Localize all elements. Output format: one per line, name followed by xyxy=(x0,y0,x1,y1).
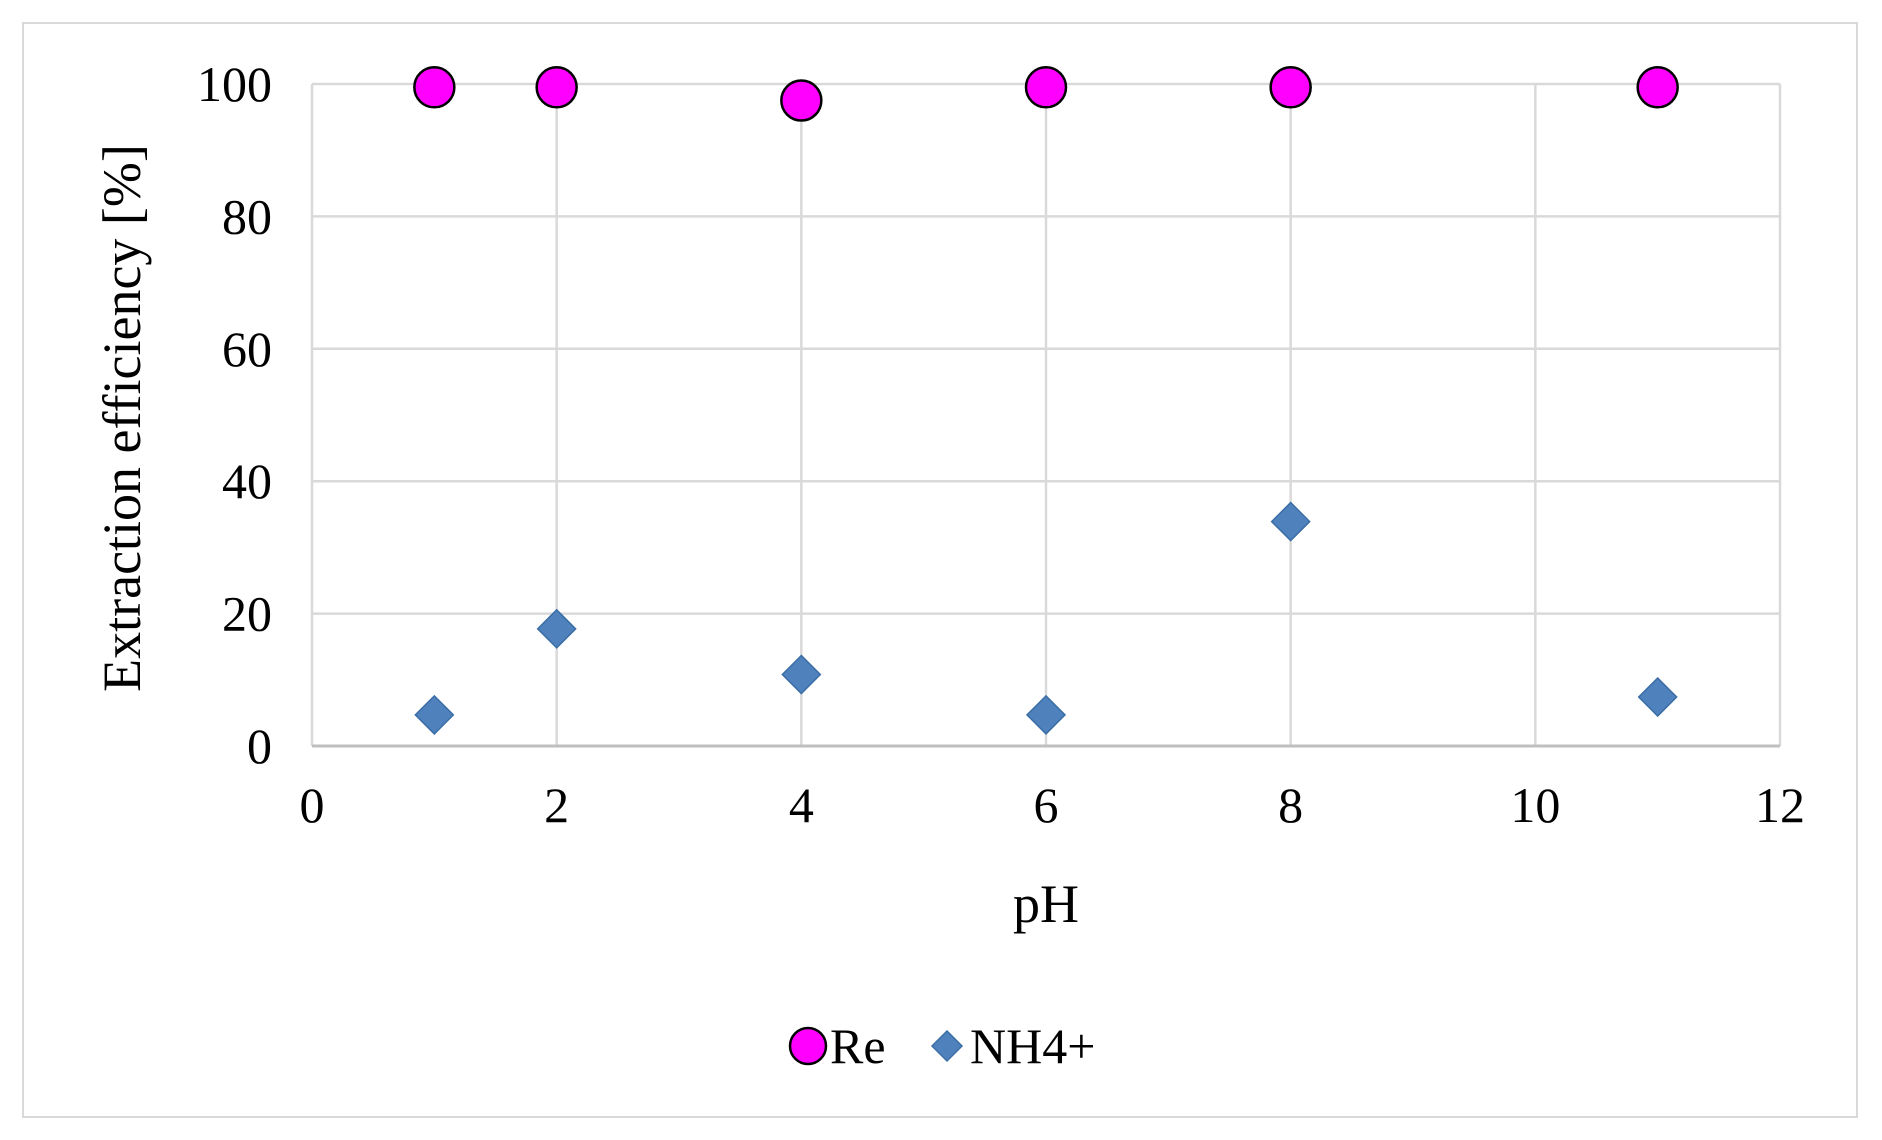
point-re-5 xyxy=(1636,66,1679,109)
x-tick-label-10: 10 xyxy=(1510,777,1560,833)
y-tick-label-80: 80 xyxy=(222,188,272,244)
point-nh4-5 xyxy=(1637,676,1678,718)
legend-marker-re xyxy=(788,1026,828,1066)
point-nh4-1 xyxy=(536,608,577,649)
point-nh4-2 xyxy=(781,654,822,695)
point-nh4-3 xyxy=(1025,694,1067,735)
legend-label-nh4: NH4+ xyxy=(970,1018,1095,1074)
legend-marker-nh4 xyxy=(930,1029,964,1063)
series-layer xyxy=(413,66,1679,735)
point-re-2 xyxy=(780,79,823,122)
x-tick-label-0: 0 xyxy=(300,777,325,833)
point-nh4-0 xyxy=(414,694,455,735)
y-tick-label-40: 40 xyxy=(222,453,272,509)
y-tick-label-20: 20 xyxy=(222,586,272,642)
x-tick-label-6: 6 xyxy=(1034,777,1059,833)
legend-label-re: Re xyxy=(830,1018,886,1074)
legend: Re NH4+ xyxy=(788,1018,1095,1074)
x-tick-label-8: 8 xyxy=(1278,777,1303,833)
tick-labels: 0 20 40 60 80 100 0 2 4 6 8 10 12 xyxy=(197,56,1805,833)
y-tick-label-100: 100 xyxy=(197,56,272,112)
y-tick-label-60: 60 xyxy=(222,321,272,377)
x-tick-label-2: 2 xyxy=(544,777,569,833)
grid-layer xyxy=(310,82,1782,746)
point-nh4-4 xyxy=(1270,501,1311,542)
x-tick-label-4: 4 xyxy=(789,777,814,833)
x-axis-title: pH xyxy=(1013,874,1079,934)
y-tick-label-0: 0 xyxy=(247,718,272,774)
point-re-3 xyxy=(1024,66,1068,109)
chart-frame xyxy=(22,22,1858,1118)
point-re-4 xyxy=(1269,66,1312,109)
y-axis-title: Extraction efficiency [%] xyxy=(92,144,152,692)
point-re-0 xyxy=(413,66,456,109)
x-tick-label-12: 12 xyxy=(1755,777,1805,833)
point-re-1 xyxy=(535,66,578,109)
